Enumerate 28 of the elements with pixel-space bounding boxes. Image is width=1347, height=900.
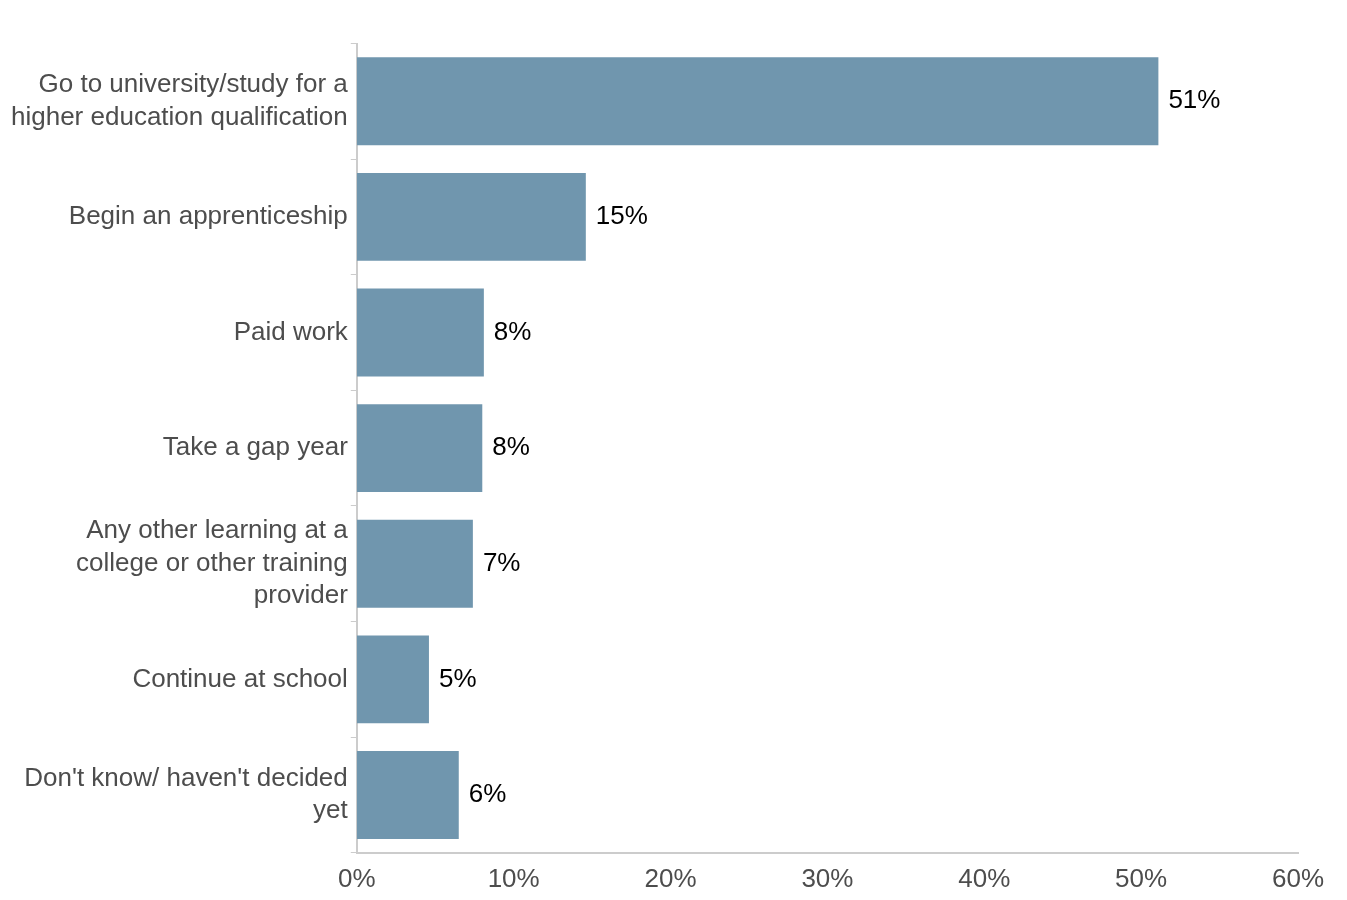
y-tick-label: Take a gap year xyxy=(162,431,349,462)
data-label: 5% xyxy=(438,662,477,693)
bar xyxy=(356,519,473,608)
x-tick-label: 60% xyxy=(1271,862,1325,893)
bar xyxy=(356,57,1159,146)
x-tick-label: 40% xyxy=(958,862,1011,893)
y-tick-label: Don't know/ haven't decided yet xyxy=(24,761,349,825)
data-label: 8% xyxy=(493,315,532,346)
bar xyxy=(356,404,483,493)
x-tick-label: 0% xyxy=(338,862,376,893)
data-label: 8% xyxy=(492,431,530,462)
bar xyxy=(356,172,586,261)
data-label: 7% xyxy=(482,546,521,577)
bar xyxy=(356,635,429,724)
y-tick-label: Any other learning at a college or other training provider xyxy=(76,514,349,610)
y-tick-label: Continue at school xyxy=(132,662,348,693)
x-tick-label: 20% xyxy=(644,862,697,893)
bar xyxy=(356,751,459,839)
data-label: 15% xyxy=(595,200,648,231)
data-label: 6% xyxy=(468,778,507,809)
y-tick-label: Go to university/study for a higher education qualification xyxy=(11,68,349,131)
y-tick-label: Paid work xyxy=(233,315,349,346)
x-tick-label: 50% xyxy=(1115,862,1168,893)
bar xyxy=(356,288,484,377)
x-tick-label: 30% xyxy=(801,862,854,893)
data-label: 51% xyxy=(1168,84,1221,115)
x-tick-label: 10% xyxy=(487,862,540,893)
y-tick-label: Begin an apprenticeship xyxy=(68,200,348,231)
